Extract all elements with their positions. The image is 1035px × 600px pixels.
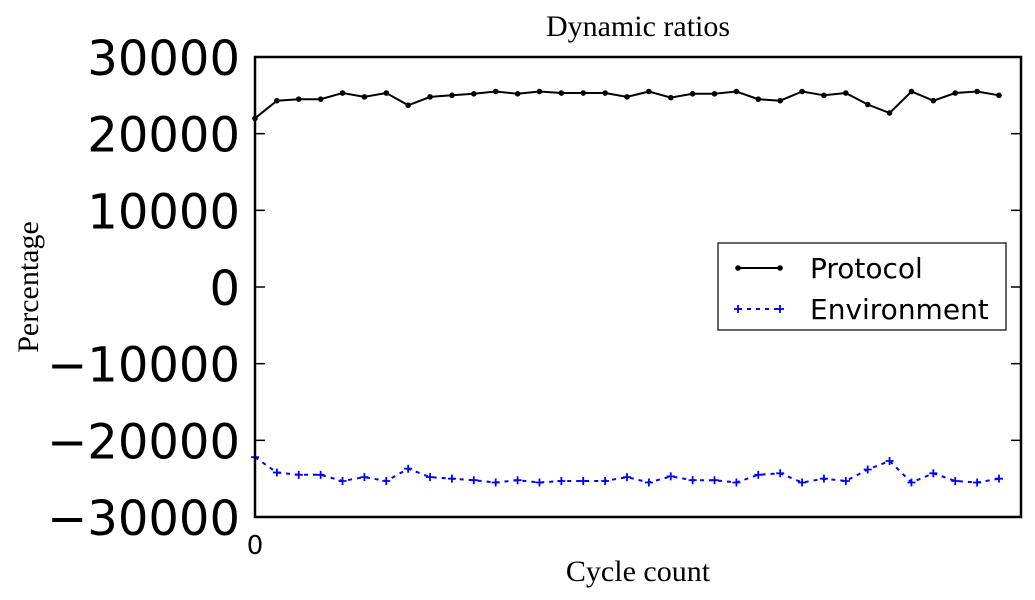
- data-point: [449, 92, 455, 99]
- y-tick-label: 20000: [87, 108, 240, 164]
- data-point: [361, 94, 368, 100]
- data-point: [513, 476, 522, 485]
- data-point: [426, 473, 435, 482]
- data-point: [404, 464, 413, 473]
- legend-marker: [735, 265, 741, 271]
- data-point: [492, 88, 499, 95]
- data-point: [821, 92, 827, 99]
- legend-marker: [734, 305, 742, 313]
- data-point: [973, 478, 982, 487]
- data-point: [360, 473, 369, 482]
- data-point: [558, 90, 565, 96]
- data-point: [339, 90, 346, 96]
- data-point: [777, 97, 783, 104]
- data-point: [316, 470, 325, 479]
- data-point: [294, 470, 303, 479]
- data-point: [272, 468, 281, 477]
- data-point: [535, 478, 544, 487]
- data-point: [689, 91, 696, 97]
- data-point: [447, 474, 456, 483]
- data-point: [863, 465, 872, 474]
- data-point: [382, 476, 391, 485]
- data-point: [710, 476, 719, 485]
- data-point: [469, 476, 478, 485]
- data-point: [666, 472, 675, 481]
- y-tick-label: 30000: [87, 31, 240, 87]
- data-point: [471, 91, 477, 97]
- data-point: [864, 101, 871, 108]
- data-point: [383, 90, 390, 96]
- data-point: [886, 110, 893, 116]
- legend-marker: [777, 265, 783, 271]
- data-point: [624, 94, 630, 100]
- data-point: [491, 478, 500, 487]
- data-point: [646, 88, 652, 95]
- data-point: [711, 91, 718, 97]
- x-tick-label: 0: [247, 531, 264, 561]
- data-point: [514, 91, 521, 97]
- data-point: [885, 457, 894, 466]
- y-tick-label: −10000: [47, 338, 240, 394]
- data-point: [601, 476, 610, 485]
- data-point: [841, 476, 850, 485]
- data-point: [799, 88, 805, 95]
- y-tick-label: −20000: [47, 414, 240, 470]
- legend-item-environment: Environment: [734, 293, 989, 326]
- legend-label: Protocol: [810, 252, 923, 285]
- data-point: [951, 476, 960, 485]
- data-point: [819, 474, 828, 483]
- data-point: [579, 476, 588, 485]
- data-point: [295, 96, 302, 102]
- plot-series-layer: [251, 88, 1003, 487]
- series-environment: [251, 453, 1003, 487]
- data-point: [667, 94, 674, 101]
- y-tick-label: −30000: [47, 491, 240, 547]
- data-point: [317, 96, 324, 102]
- data-point: [644, 478, 653, 487]
- data-point: [274, 97, 280, 104]
- data-point: [798, 478, 807, 487]
- data-point: [930, 97, 937, 104]
- y-tick-label: 0: [209, 261, 240, 317]
- data-point: [755, 96, 762, 102]
- data-point: [557, 476, 566, 485]
- y-axis-label: Percentage: [12, 221, 45, 353]
- data-point: [427, 94, 433, 100]
- data-point: [405, 102, 411, 109]
- data-point: [776, 469, 785, 478]
- data-point: [732, 478, 741, 487]
- chart-title: Dynamic ratios: [546, 10, 730, 43]
- y-axis-ticks: −30000 −20000 −10000 0 10000 20000 30000: [47, 31, 1021, 547]
- series-line-environment: [254, 456, 1000, 484]
- x-axis-label: Cycle count: [566, 555, 711, 588]
- legend-label: Environment: [810, 293, 989, 326]
- data-point: [602, 90, 608, 96]
- data-point: [688, 476, 697, 485]
- data-point: [733, 88, 740, 95]
- data-point: [907, 478, 916, 487]
- legend-marker: [776, 305, 784, 313]
- x-axis-ticks: 0: [247, 531, 264, 561]
- legend-box: [717, 242, 1007, 331]
- data-point: [908, 88, 915, 95]
- series-protocol: [252, 88, 1002, 122]
- y-tick-label: 10000: [87, 184, 240, 240]
- data-point: [338, 476, 347, 485]
- legend: Protocol Environment: [717, 242, 1007, 331]
- data-point: [996, 92, 1002, 99]
- data-point: [580, 90, 587, 96]
- data-point: [974, 88, 980, 95]
- plot-frame: [253, 55, 1023, 519]
- data-point: [995, 474, 1003, 483]
- data-point: [843, 90, 849, 96]
- data-point: [754, 470, 763, 479]
- data-point: [929, 469, 938, 478]
- data-point: [623, 473, 631, 482]
- legend-item-protocol: Protocol: [735, 252, 923, 285]
- data-point: [952, 90, 959, 96]
- data-point: [536, 88, 543, 95]
